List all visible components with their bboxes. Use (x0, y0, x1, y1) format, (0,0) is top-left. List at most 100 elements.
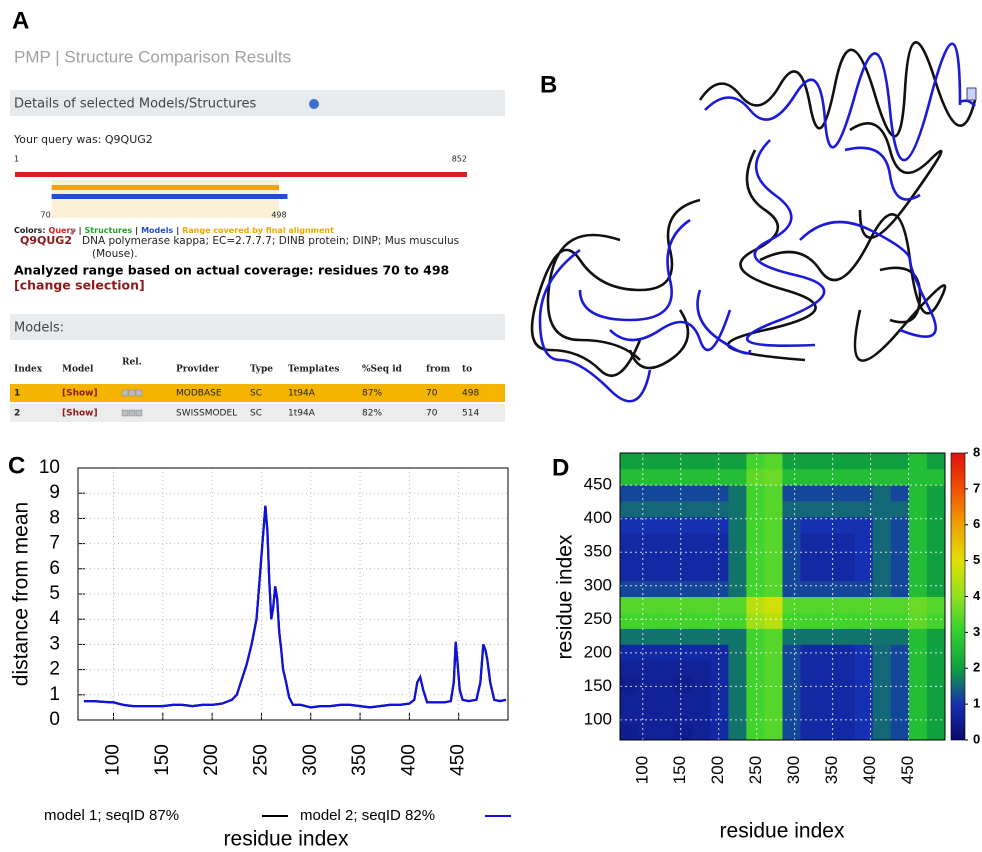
legend-text: Range covered by final alignment (182, 226, 334, 235)
heat-cell (728, 549, 746, 565)
heat-cell (783, 453, 802, 469)
heat-cell (692, 581, 711, 597)
heat-cell (620, 612, 639, 628)
data-line (84, 506, 506, 708)
x-tick-label: 150 (152, 744, 173, 776)
heat-cell (819, 581, 837, 597)
heat-cell (801, 517, 820, 533)
heat-cell (819, 533, 837, 549)
heat-cell (674, 549, 693, 565)
heat-cell (638, 501, 657, 517)
heat-cell (746, 612, 765, 628)
heat-cell (909, 708, 928, 724)
colorbar-tick-label: 8 (973, 444, 980, 459)
heat-cell (764, 676, 783, 692)
heat-cell (801, 676, 820, 692)
x-tick-label: 350 (349, 744, 370, 776)
colorbar (951, 453, 965, 740)
table-header: Rel. (122, 358, 142, 368)
change-selection[interactable]: [change selection] (14, 278, 145, 293)
heat-cell (656, 517, 674, 533)
entry-id[interactable]: Q9QUG2 (20, 234, 72, 247)
y-tick-label: 350 (584, 542, 612, 561)
heat-cell (819, 453, 837, 469)
heat-cell (909, 628, 928, 644)
heat-cell (728, 581, 746, 597)
heat-cell (801, 453, 820, 469)
heat-cell (746, 517, 765, 533)
heat-cell (710, 469, 729, 485)
table-cell: 514 (462, 409, 479, 419)
y-axis-label: residue index (554, 534, 577, 659)
heat-cell (674, 597, 693, 613)
heat-cell (873, 612, 892, 628)
page-title: PMP | Structure Comparison Results (14, 47, 291, 66)
heat-cell (746, 692, 765, 708)
y-tick-label: 200 (584, 642, 612, 661)
heat-cell (674, 485, 693, 501)
heat-cell (873, 692, 892, 708)
heat-cell (728, 692, 746, 708)
table-cell[interactable]: [Show] (62, 409, 98, 419)
heat-cell (692, 676, 711, 692)
heat-cell (819, 597, 837, 613)
heat-cell (746, 581, 765, 597)
x-tick-label: 100 (103, 744, 124, 776)
heat-cell (638, 597, 657, 613)
model-bar (52, 185, 279, 190)
heat-cell (801, 485, 820, 501)
x-tick-label: 100 (632, 756, 651, 784)
heat-cell (638, 708, 657, 724)
colorbar-tick-label: 2 (973, 660, 980, 675)
table-header: from (426, 365, 451, 375)
heat-cell (620, 549, 639, 565)
heat-cell (638, 676, 657, 692)
heat-cell (710, 597, 729, 613)
y-tick-label: 450 (584, 475, 612, 494)
heat-cell (891, 724, 909, 740)
legend-label: model 2; seqID 82% (300, 807, 435, 824)
heat-cell (746, 676, 765, 692)
y-tick-label: 9 (49, 482, 60, 503)
colorbar-tick-label: 1 (973, 696, 980, 711)
heat-cell (620, 501, 639, 517)
heat-cell (764, 660, 783, 676)
heat-cell (819, 676, 837, 692)
heat-cell (909, 549, 928, 565)
heat-cell (692, 565, 711, 581)
colorbar-tick-label: 6 (973, 516, 980, 531)
heat-cell (710, 692, 729, 708)
rel-icon (136, 390, 142, 396)
section-title: Models: (14, 321, 64, 336)
heat-cell (638, 517, 657, 533)
heat-cell (909, 485, 928, 501)
heat-cell (656, 533, 674, 549)
x-tick-label: 300 (784, 756, 803, 784)
colorbar-tick-label: 3 (973, 624, 980, 639)
heat-cell (656, 565, 674, 581)
heat-cell (656, 453, 674, 469)
heat-cell (710, 533, 729, 549)
table-header: Type (250, 365, 273, 375)
x-tick-label: 250 (746, 756, 765, 784)
heat-cell (873, 581, 892, 597)
table-cell[interactable]: [Show] (62, 389, 98, 399)
heat-cell (728, 469, 746, 485)
legend-text: | (79, 226, 82, 235)
y-tick-label: 4 (49, 608, 60, 629)
table-cell: MODBASE (176, 389, 222, 399)
info-icon[interactable] (309, 99, 319, 109)
heat-cell (710, 628, 729, 644)
colorbar-tick-label: 5 (973, 552, 980, 567)
heat-cell (692, 612, 711, 628)
heat-cell (656, 676, 674, 692)
heat-cell (620, 692, 639, 708)
panel-label: B (540, 71, 557, 98)
query-bar (15, 172, 467, 177)
heat-cell (764, 628, 783, 644)
heat-cell (837, 565, 856, 581)
y-axis-label: distance from mean (10, 502, 33, 686)
heat-cell (764, 517, 783, 533)
y-tick-label: 3 (49, 633, 60, 654)
heat-cell (891, 597, 909, 613)
